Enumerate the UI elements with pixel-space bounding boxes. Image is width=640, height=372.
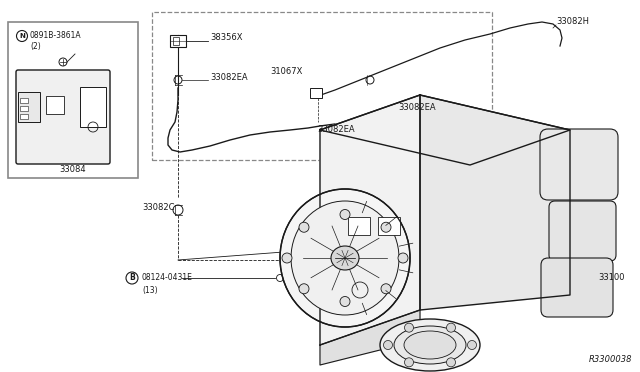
FancyBboxPatch shape	[541, 258, 613, 317]
Circle shape	[276, 275, 284, 282]
Text: 33084: 33084	[60, 166, 86, 174]
Ellipse shape	[291, 201, 399, 315]
Bar	[46, 96, 64, 114]
Text: 33082EA: 33082EA	[398, 103, 436, 112]
Bar	[20, 98, 28, 103]
Circle shape	[467, 340, 477, 350]
Ellipse shape	[394, 326, 466, 364]
Bar	[152, 12, 492, 160]
Text: B: B	[129, 273, 135, 282]
FancyBboxPatch shape	[540, 129, 618, 200]
Text: 33082C: 33082C	[142, 203, 175, 212]
Bar	[80, 87, 106, 127]
Text: 33082H: 33082H	[556, 17, 589, 26]
Circle shape	[282, 253, 292, 263]
Text: 0891B-3861A: 0891B-3861A	[30, 32, 82, 41]
Circle shape	[381, 284, 391, 294]
Text: 33082EA: 33082EA	[210, 73, 248, 81]
Circle shape	[447, 358, 456, 367]
Ellipse shape	[404, 331, 456, 359]
Bar	[170, 35, 186, 47]
Circle shape	[383, 340, 392, 350]
Ellipse shape	[331, 246, 359, 270]
Text: 33100: 33100	[598, 273, 625, 282]
Text: 08124-0431E: 08124-0431E	[142, 273, 193, 282]
Text: (2): (2)	[30, 42, 41, 51]
Ellipse shape	[280, 189, 410, 327]
Circle shape	[404, 323, 413, 332]
FancyBboxPatch shape	[16, 70, 110, 164]
Polygon shape	[320, 310, 420, 365]
Bar	[385, 111, 395, 120]
Text: 38356X: 38356X	[210, 33, 243, 42]
Text: N: N	[19, 33, 25, 39]
Bar	[378, 217, 400, 235]
Circle shape	[381, 222, 391, 232]
Text: R3300038: R3300038	[589, 356, 632, 365]
Bar	[18, 92, 40, 122]
Bar	[348, 217, 370, 235]
FancyBboxPatch shape	[549, 201, 616, 261]
Bar	[173, 37, 179, 45]
Polygon shape	[320, 95, 570, 165]
Circle shape	[340, 209, 350, 219]
Polygon shape	[420, 95, 570, 310]
Circle shape	[340, 296, 350, 307]
Bar	[8, 22, 138, 178]
Bar	[20, 106, 28, 111]
Bar	[20, 114, 28, 119]
Text: 31067X: 31067X	[270, 67, 302, 77]
Circle shape	[447, 323, 456, 332]
Circle shape	[299, 222, 309, 232]
Bar	[310, 88, 322, 98]
Polygon shape	[320, 95, 420, 345]
Text: (13): (13)	[142, 285, 157, 295]
Circle shape	[404, 358, 413, 367]
Circle shape	[398, 253, 408, 263]
Ellipse shape	[380, 319, 480, 371]
Circle shape	[299, 284, 309, 294]
Text: 33082EA: 33082EA	[317, 125, 355, 135]
